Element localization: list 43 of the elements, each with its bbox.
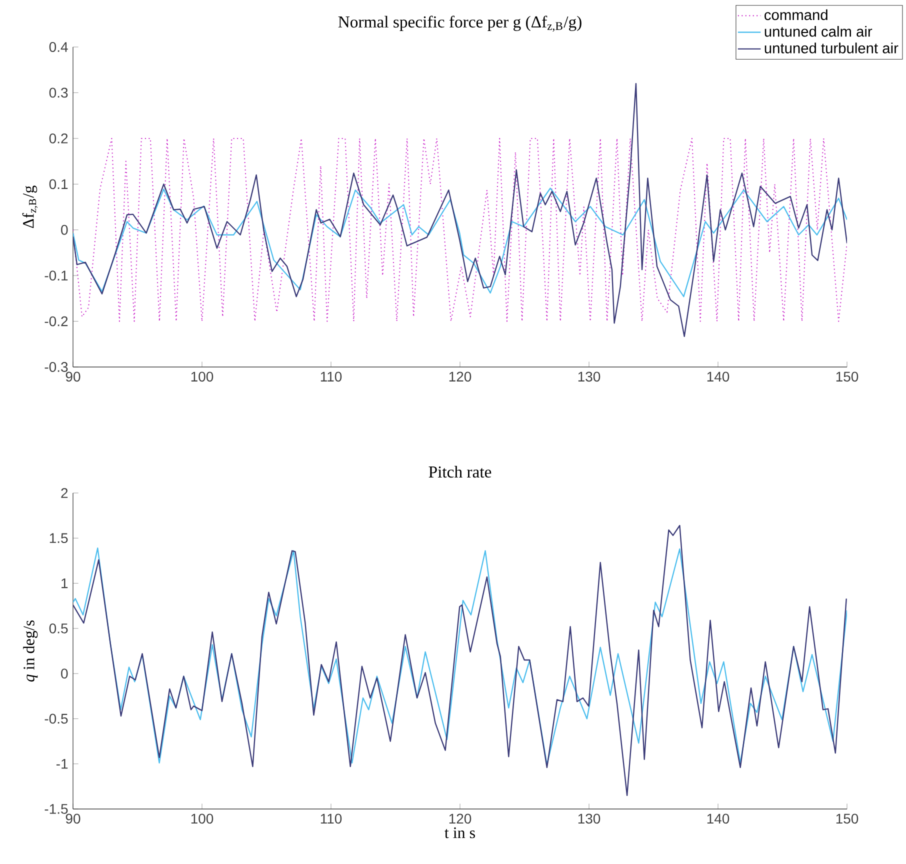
x-tick-label: 120 bbox=[449, 814, 472, 824]
x-tick-label: 140 bbox=[707, 814, 730, 824]
x-tick-label: 90 bbox=[66, 372, 80, 382]
y-axis-title: Δf$_{z,B}$/g bbox=[22, 186, 38, 228]
x-tick-label: 100 bbox=[191, 814, 214, 824]
y-tick-label: 0.1 bbox=[49, 179, 68, 190]
x-axis-title: t in s bbox=[444, 827, 475, 838]
y-tick-label: -0.3 bbox=[44, 362, 68, 372]
line-series bbox=[73, 82, 848, 337]
x-tick-label: 90 bbox=[66, 814, 80, 824]
y-tick-label: -1 bbox=[56, 759, 68, 769]
x-tick-label: 140 bbox=[707, 372, 730, 382]
x-tick-label: 150 bbox=[836, 814, 858, 824]
line-series bbox=[73, 188, 848, 298]
x-tick-label: 110 bbox=[320, 814, 342, 824]
x-tick-label: 130 bbox=[578, 814, 600, 824]
y-tick-label: 0 bbox=[61, 224, 68, 235]
y-tick-label: -1.5 bbox=[44, 804, 68, 814]
x-tick-label: 120 bbox=[449, 372, 472, 382]
line-series bbox=[73, 547, 848, 766]
line-series bbox=[73, 138, 848, 322]
chart-title: Normal specific force per g (Δf$_{z,B}$/g) bbox=[338, 16, 582, 32]
y-tick-label: 1.5 bbox=[50, 533, 68, 544]
y-tick-label: -0.2 bbox=[44, 316, 68, 326]
legend-label: command bbox=[764, 9, 828, 20]
x-tick-label: 130 bbox=[578, 372, 600, 382]
x-tick-label: 110 bbox=[320, 372, 342, 382]
y-tick-label: 0.4 bbox=[49, 42, 68, 52]
y-tick-label: -0.1 bbox=[44, 270, 68, 281]
y-tick-label: 0.3 bbox=[49, 88, 68, 98]
y-tick-label: 0 bbox=[61, 668, 68, 679]
chart-title: Pitch rate bbox=[428, 466, 492, 478]
legend-label: untuned turbulent air bbox=[764, 42, 898, 54]
line-series bbox=[73, 524, 847, 796]
y-tick-label: 1 bbox=[62, 578, 68, 588]
y-axis-title: q in deg/s bbox=[23, 620, 38, 682]
y-tick-label: -0.5 bbox=[44, 714, 68, 724]
x-tick-label: 150 bbox=[836, 372, 858, 382]
legend-label: untuned calm air bbox=[764, 26, 872, 37]
x-tick-label: 100 bbox=[191, 372, 214, 382]
y-tick-label: 2 bbox=[61, 488, 68, 498]
y-tick-label: 0.2 bbox=[49, 133, 68, 144]
y-tick-label: 0.5 bbox=[49, 623, 68, 634]
